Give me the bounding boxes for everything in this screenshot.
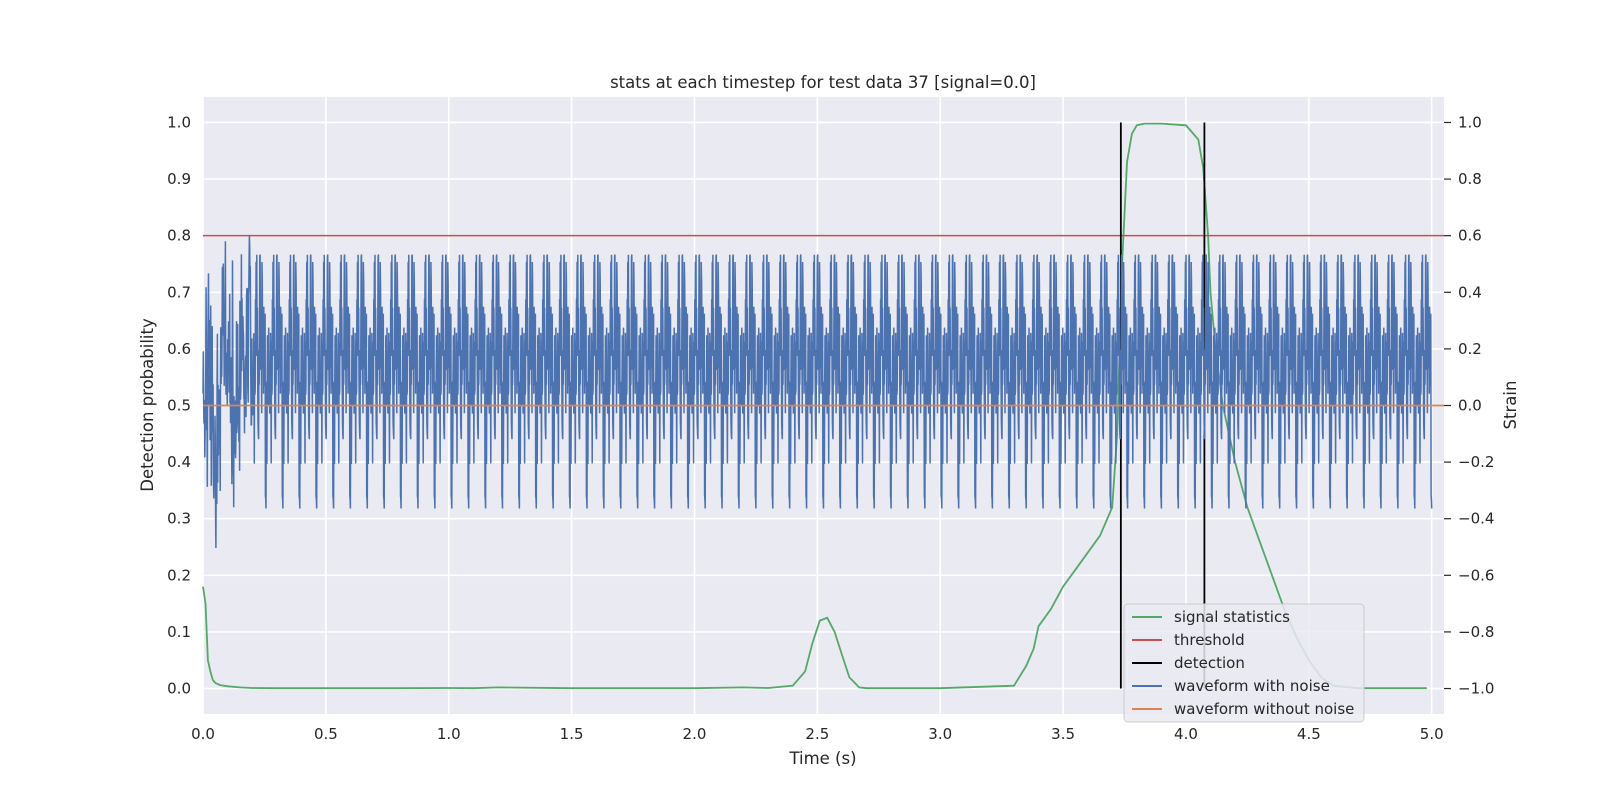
y-axis-left: 0.0 0.1 0.2 0.3 0.4 0.5 0.6 0.7 0.8 0.9 1.0 — [167, 113, 191, 697]
y-tick-label: 0.7 — [167, 283, 191, 301]
y-tick-label: 0.4 — [167, 453, 191, 471]
y-axis-right-label: Strain — [1501, 381, 1520, 430]
x-tick-label: 2.5 — [805, 725, 829, 743]
x-tick-label: 3.0 — [928, 725, 952, 743]
x-tick-label: 1.0 — [437, 725, 461, 743]
y-tick-label: 0.9 — [167, 170, 191, 188]
y-tick-label: 0.5 — [167, 397, 191, 415]
y-tick-label: 0.8 — [167, 227, 191, 245]
y-axis-label: Detection probability — [138, 318, 157, 492]
y-tick-label: 1.0 — [167, 113, 191, 131]
x-tick-label: 2.0 — [683, 725, 707, 743]
waveform-with-noise-line — [202, 235, 1433, 549]
x-axis-label: Time (s) — [788, 749, 856, 768]
y-tick-label: 0.2 — [167, 566, 191, 584]
y-right-tick-label: 0.6 — [1458, 227, 1482, 245]
x-tick-label: 0.5 — [314, 725, 338, 743]
y-right-tick-label: −0.2 — [1458, 453, 1494, 471]
x-tick-label: 3.5 — [1051, 725, 1075, 743]
y-right-tick-label: 0.2 — [1458, 340, 1482, 358]
legend-label: waveform without noise — [1174, 700, 1354, 718]
legend-label: signal statistics — [1174, 608, 1290, 626]
chart-title: stats at each timestep for test data 37 … — [610, 73, 1036, 92]
x-tick-label: 1.5 — [560, 725, 584, 743]
y-tick-label: 0.6 — [167, 340, 191, 358]
x-tick-label: 4.0 — [1174, 725, 1198, 743]
legend: signal statistics threshold detection wavef… — [1123, 603, 1365, 723]
legend-box — [1123, 603, 1365, 723]
x-tick-label: 0.0 — [191, 725, 215, 743]
y-right-tick-label: 0.0 — [1458, 397, 1482, 415]
x-axis: 0.0 0.5 1.0 1.5 2.0 2.5 3.0 3.5 4.0 4.5 5.0 — [191, 725, 1444, 743]
legend-label: waveform with noise — [1174, 677, 1330, 695]
x-tick-label: 5.0 — [1420, 725, 1444, 743]
y-right-tick-label: 0.4 — [1458, 283, 1482, 301]
legend-label: threshold — [1174, 631, 1245, 649]
y-right-tick-label: −0.6 — [1458, 566, 1494, 584]
y-tick-label: 0.0 — [167, 680, 191, 698]
y-tick-label: 0.1 — [167, 623, 191, 641]
y-right-tick-label: 0.8 — [1458, 170, 1482, 188]
y-tick-label: 0.3 — [167, 510, 191, 528]
y-right-tick-label: 1.0 — [1458, 113, 1482, 131]
plot-area — [202, 122, 1444, 690]
x-tick-label: 4.5 — [1297, 725, 1321, 743]
y-right-tick-label: −0.8 — [1458, 623, 1494, 641]
y-axis-right: −1.0 −0.8 −0.6 −0.4 −0.2 0.0 0.2 0.4 0.6 0.8 1.0 — [1444, 113, 1494, 698]
y-right-tick-label: −1.0 — [1458, 680, 1494, 698]
y-right-tick-label: −0.4 — [1458, 510, 1494, 528]
legend-label: detection — [1174, 654, 1245, 672]
